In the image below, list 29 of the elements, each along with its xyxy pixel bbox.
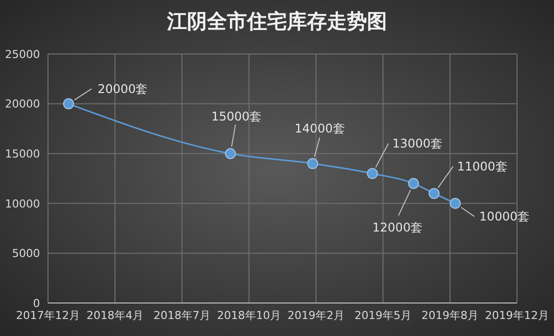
point (63, 98, 74, 110)
data-label: 12000套 (372, 220, 423, 234)
x-tick-label: 2019年8月 (422, 308, 478, 322)
chart-title: 江阴全市住宅库存走势图 (166, 8, 388, 35)
x-tick-label: 2017年12月 (16, 308, 80, 322)
x-tick-label: 2019年5月 (354, 308, 412, 322)
data-label: 20000套 (98, 82, 148, 96)
y-tick-label: 25000 (5, 48, 40, 61)
y-tick-label: 15000 (5, 148, 40, 161)
x-tick-label: 2018年10月 (217, 308, 281, 322)
data-label: 10000套 (479, 209, 530, 224)
x-tick-label: 2018年7月 (154, 308, 210, 322)
point (408, 178, 420, 189)
y-tick-label: 20000 (5, 98, 40, 111)
y-tick-label: 5000 (12, 247, 40, 260)
point (366, 168, 378, 180)
data-label: 13000套 (392, 136, 443, 151)
data-label: 11000套 (457, 159, 508, 174)
point (307, 158, 318, 170)
x-tick-label: 2019年12月 (485, 308, 549, 322)
data-label: 15000套 (211, 110, 262, 124)
x-tick-label: 2018年4月 (86, 308, 144, 322)
y-tick-label: 0 (33, 296, 40, 310)
point (428, 188, 440, 199)
point (450, 198, 461, 209)
x-tick-label: 2019年2月 (288, 308, 344, 322)
data-label: 14000套 (294, 122, 345, 136)
point (224, 148, 236, 160)
y-tick-label: 10000 (5, 197, 40, 210)
